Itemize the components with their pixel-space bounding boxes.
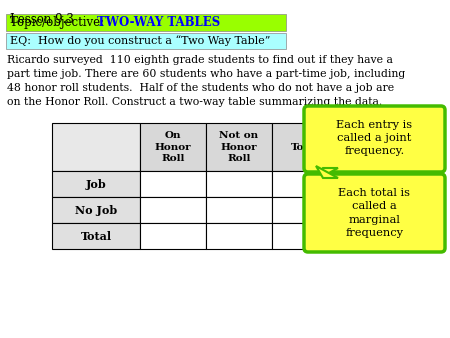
- Bar: [272, 197, 338, 223]
- Text: Total: Total: [81, 231, 112, 241]
- Text: Not on
Honor
Roll: Not on Honor Roll: [220, 131, 259, 163]
- Bar: [6, 33, 286, 49]
- Text: On
Honor
Roll: On Honor Roll: [155, 131, 191, 163]
- Bar: [206, 223, 272, 249]
- Bar: [206, 123, 272, 171]
- Text: Lesson 9.3: Lesson 9.3: [10, 13, 74, 26]
- Polygon shape: [316, 166, 338, 178]
- Bar: [140, 223, 206, 249]
- Text: Ricardo surveyed  110 eighth grade students to find out if they have a
part time: Ricardo surveyed 110 eighth grade studen…: [7, 55, 405, 107]
- Polygon shape: [316, 168, 338, 180]
- Bar: [52, 223, 140, 249]
- Text: Job: Job: [86, 178, 106, 190]
- Bar: [272, 171, 338, 197]
- Bar: [6, 14, 286, 31]
- Bar: [272, 123, 338, 171]
- Text: Each entry is
called a joint
frequency.: Each entry is called a joint frequency.: [337, 120, 413, 156]
- Text: No Job: No Job: [75, 204, 117, 216]
- Bar: [272, 223, 338, 249]
- Text: TWO-WAY TABLES: TWO-WAY TABLES: [97, 16, 220, 29]
- Bar: [52, 123, 140, 171]
- FancyBboxPatch shape: [304, 174, 445, 252]
- Bar: [52, 197, 140, 223]
- Bar: [140, 171, 206, 197]
- Bar: [140, 123, 206, 171]
- Text: Total: Total: [291, 143, 319, 151]
- Text: EQ:  How do you construct a “Two Way Table”: EQ: How do you construct a “Two Way Tabl…: [10, 35, 270, 46]
- Bar: [206, 171, 272, 197]
- FancyBboxPatch shape: [304, 106, 445, 172]
- Text: Each total is
called a
marginal
frequency: Each total is called a marginal frequenc…: [338, 188, 410, 238]
- Bar: [52, 171, 140, 197]
- Text: Topic/objective:: Topic/objective:: [10, 16, 112, 29]
- Bar: [140, 197, 206, 223]
- Bar: [206, 197, 272, 223]
